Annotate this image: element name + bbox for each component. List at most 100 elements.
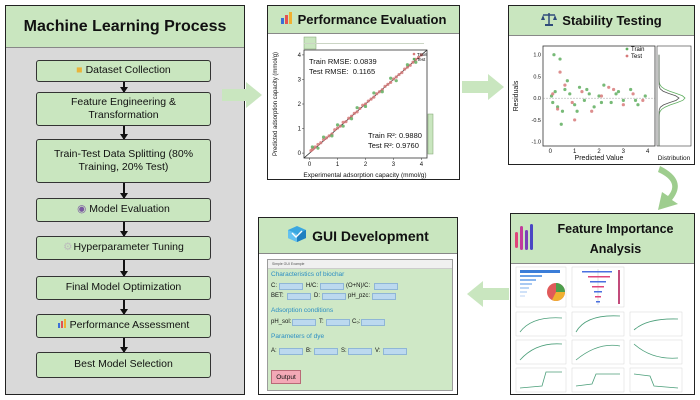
train-point [394, 75, 398, 79]
x-tick-label: 2 [597, 149, 601, 155]
train-point [316, 142, 320, 147]
partial-dependence-thumbnails [515, 311, 683, 393]
output-button[interactable]: Output [271, 370, 301, 384]
bar-chart-icon [57, 319, 67, 332]
gui-development-panel: GUI Development Simple GUI Example Chara… [258, 217, 458, 395]
performance-evaluation-panel: Performance Evaluation 0 1 2 3 4 0 1 2 3 4 Train… [267, 5, 460, 180]
input-hc[interactable] [320, 283, 344, 290]
input-t[interactable] [326, 319, 350, 326]
legend-test-marker [412, 57, 416, 61]
x-tick-label: 3 [622, 149, 626, 155]
flow-arrow-right-2 [462, 74, 504, 100]
train-residual-point [621, 98, 625, 102]
ml-process-panel: Machine Learning Process ■ Dataset Collec… [5, 5, 245, 395]
test-point [349, 117, 354, 121]
test-r2-label: Test R²: 0.9760 [368, 141, 419, 150]
input-d[interactable] [322, 293, 346, 300]
train-point [377, 90, 382, 94]
test-point [394, 79, 398, 83]
train-point [358, 106, 362, 111]
ml-process-title: Machine Learning Process [6, 6, 244, 48]
train-residual-point [552, 53, 556, 57]
input-v[interactable] [383, 348, 407, 355]
train-point [383, 84, 387, 88]
test-residual-point [612, 87, 616, 92]
field-label-b: B: [306, 348, 312, 354]
train-point [319, 141, 323, 145]
input-c0[interactable] [361, 319, 385, 326]
step-model-evaluation: ◉ Model Evaluation [36, 198, 211, 222]
input-onc[interactable] [374, 283, 398, 290]
field-label-hc: H/C: [306, 283, 318, 289]
train-residual-point [553, 90, 557, 94]
train-residual-point [587, 92, 591, 96]
train-point [347, 116, 351, 120]
train-point [391, 77, 396, 81]
y-axis-label: Residuals [513, 80, 520, 111]
train-residual-point [609, 100, 613, 105]
parity-points [309, 53, 424, 153]
x-tick-label: 3 [392, 162, 396, 168]
train-residual-point [616, 90, 621, 94]
stability-testing-header: Stability Testing [509, 6, 694, 36]
y-tick-label: -1.0 [532, 140, 541, 146]
y-tick-label: 1 [298, 127, 302, 133]
train-residual-point [568, 92, 572, 96]
y-tick-label: 0.5 [533, 74, 541, 80]
legend-test-marker [625, 54, 629, 58]
train-residual-point [577, 85, 582, 89]
input-phsol[interactable] [292, 319, 316, 326]
test-residual-point [580, 90, 584, 94]
train-r2-label: Train R²: 0.9880 [368, 131, 422, 140]
folder-icon: ■ [76, 64, 83, 77]
flow-arrow [120, 222, 127, 237]
input-b[interactable] [314, 348, 338, 355]
train-point [321, 137, 326, 142]
x-axis-label: Predicted Value [575, 155, 624, 162]
input-bet[interactable] [287, 293, 311, 300]
train-point [335, 126, 340, 130]
input-a[interactable] [279, 348, 303, 355]
test-point [405, 63, 410, 67]
y-tick-label: 4 [298, 53, 302, 59]
train-residual-point [636, 103, 640, 107]
gui-window-title: Simple GUI Example [268, 260, 452, 269]
step-final-model-optimization: Final Model Optimization [36, 276, 211, 300]
field-label-s: S: [341, 348, 347, 354]
top-histogram-baseline [304, 43, 424, 44]
legend-train-label: Train [631, 47, 644, 53]
train-residual-point [565, 79, 569, 83]
train-point [363, 102, 368, 106]
test-point [380, 90, 384, 94]
train-residual-point [643, 94, 647, 98]
parity-plot: 0 1 2 3 4 0 1 2 3 4 Train RMSE: 0.0839 Test RMSE… [273, 36, 434, 179]
shap-summary-thumbnail [571, 266, 625, 308]
feature-importance-icon [515, 222, 537, 255]
test-residual-point [573, 118, 577, 122]
field-label-a: A: [271, 348, 277, 354]
test-point [341, 124, 345, 128]
input-c[interactable] [279, 283, 303, 290]
test-point [355, 106, 359, 110]
train-residual-point [597, 94, 601, 98]
distribution-label: Distribution [658, 155, 691, 162]
input-s[interactable] [348, 348, 372, 355]
gui-development-header: GUI Development [259, 218, 457, 254]
test-residual-point [556, 107, 560, 111]
y-tick-label: 1.0 [533, 53, 541, 59]
input-phpzc[interactable] [372, 293, 396, 300]
section-adsorption: Adsorption conditions [271, 307, 334, 314]
step-performance-assessment: Performance Assessment [36, 314, 211, 338]
test-point [316, 146, 320, 150]
distribution-frame [656, 45, 692, 147]
test-point [389, 76, 393, 80]
train-residual-point [560, 109, 565, 113]
train-point [386, 82, 390, 86]
field-label-d: D: [314, 293, 320, 299]
test-rmse-label: Test RMSE: 0.1165 [309, 67, 375, 76]
train-point [349, 114, 354, 118]
legend-train-marker [625, 47, 629, 51]
test-point [372, 91, 376, 95]
test-residual-point [551, 92, 555, 96]
feature-importance-header: Feature Importance Analysis [511, 214, 694, 264]
